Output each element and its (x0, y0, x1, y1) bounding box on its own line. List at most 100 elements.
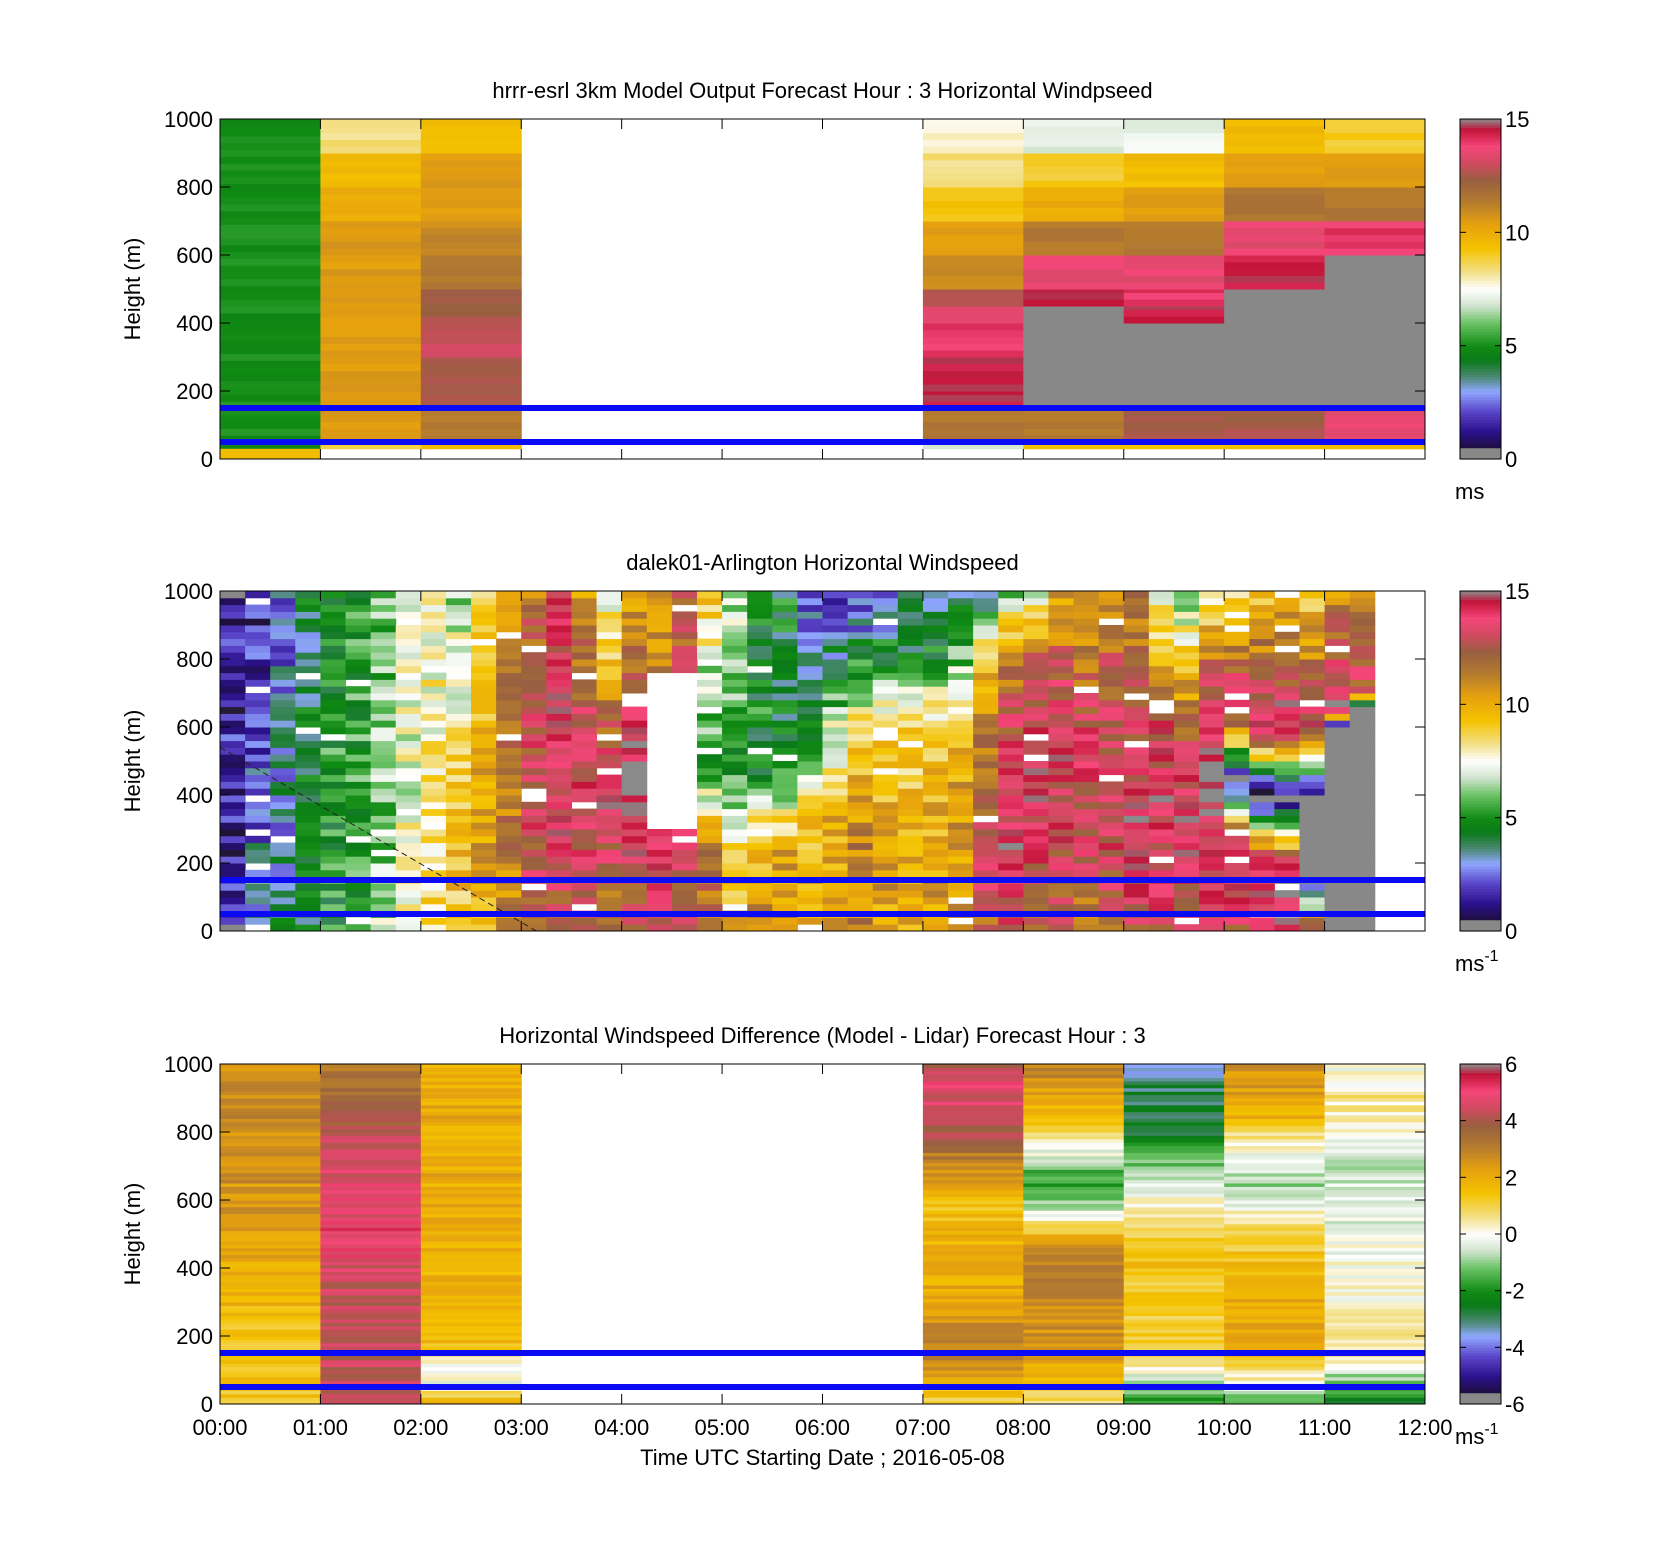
cell (722, 665, 748, 674)
cell (1224, 767, 1250, 776)
cell (420, 645, 447, 653)
cell (1324, 1070, 1426, 1075)
cell (420, 309, 522, 317)
cell (973, 631, 999, 640)
cell (922, 604, 949, 612)
cell (1048, 747, 1075, 755)
cell (948, 631, 974, 640)
cell (696, 591, 723, 599)
cell (671, 597, 698, 606)
cell (1299, 597, 1326, 606)
cell (320, 1305, 422, 1310)
cell (420, 1087, 522, 1092)
cell (320, 801, 347, 810)
cell (822, 897, 849, 905)
cell (420, 808, 447, 816)
cell (747, 801, 773, 810)
cell (797, 917, 823, 925)
cell (420, 1193, 522, 1198)
cell (1023, 1370, 1125, 1374)
cell (922, 849, 949, 857)
cell (822, 693, 849, 701)
cell (822, 679, 849, 687)
cell (1224, 740, 1250, 748)
cell (722, 774, 748, 782)
cell (1023, 139, 1125, 147)
colorbar-swatch (1460, 232, 1501, 236)
cell (772, 693, 798, 701)
cell (1023, 299, 1125, 307)
cell (1023, 1305, 1125, 1310)
colorbar-swatch (1460, 625, 1501, 629)
cell (747, 720, 773, 728)
cell (1023, 1274, 1125, 1279)
cell (245, 659, 271, 667)
cell (1123, 665, 1150, 674)
cell (722, 686, 748, 694)
cell (922, 1223, 1024, 1228)
cell (420, 1213, 522, 1218)
cell (1274, 774, 1300, 782)
cell (922, 903, 949, 912)
cell (1098, 706, 1125, 714)
cell (1023, 132, 1125, 140)
colorbar-swatch (1460, 218, 1501, 222)
cell (220, 340, 321, 348)
cell (1224, 193, 1326, 202)
cell (496, 747, 522, 755)
cell (822, 835, 849, 844)
colorbar-swatch (1460, 246, 1501, 250)
cell (220, 767, 246, 776)
cell (1224, 822, 1250, 830)
colorbar-tick-label: 5 (1505, 334, 1517, 359)
cell (1148, 795, 1175, 803)
cell (922, 370, 1024, 378)
cell (220, 1162, 321, 1167)
cell (1324, 278, 1426, 287)
cell (872, 740, 899, 748)
cell (270, 917, 296, 925)
cell (747, 863, 773, 871)
colorbar-swatch (1460, 127, 1501, 131)
cell (922, 1400, 1024, 1405)
cell (270, 849, 296, 857)
cell (1249, 591, 1275, 599)
colorbar-swatch (1460, 1143, 1501, 1147)
cell (1023, 282, 1125, 290)
cell (395, 611, 422, 619)
cell (320, 856, 347, 864)
cell (1199, 638, 1225, 646)
colorbar-swatch (1460, 738, 1501, 742)
colorbar-swatch (1460, 1367, 1501, 1371)
cell (722, 597, 748, 606)
cell (822, 699, 849, 708)
cell (295, 781, 321, 789)
cell (1224, 1108, 1326, 1113)
cell (1224, 1189, 1326, 1194)
cell (822, 727, 849, 735)
cell (1324, 1315, 1426, 1320)
cell (1173, 924, 1200, 932)
cell (847, 659, 874, 667)
cell (1324, 119, 1426, 127)
cell (1324, 306, 1426, 314)
cell (897, 835, 924, 844)
cell (922, 1203, 1024, 1208)
cell (722, 672, 748, 680)
cell (1324, 421, 1426, 429)
colorbar-swatch (1460, 1112, 1501, 1116)
cell (220, 747, 246, 755)
colorbar-swatch (1460, 1251, 1501, 1255)
cell (1299, 686, 1326, 694)
cell (445, 733, 472, 742)
cell (897, 699, 924, 708)
cell (1098, 856, 1125, 864)
cell (1123, 221, 1225, 229)
cell (496, 795, 522, 803)
cell (220, 346, 321, 355)
cell (496, 856, 522, 864)
cell (973, 618, 999, 626)
cell (345, 699, 372, 708)
cell (1023, 408, 1125, 416)
